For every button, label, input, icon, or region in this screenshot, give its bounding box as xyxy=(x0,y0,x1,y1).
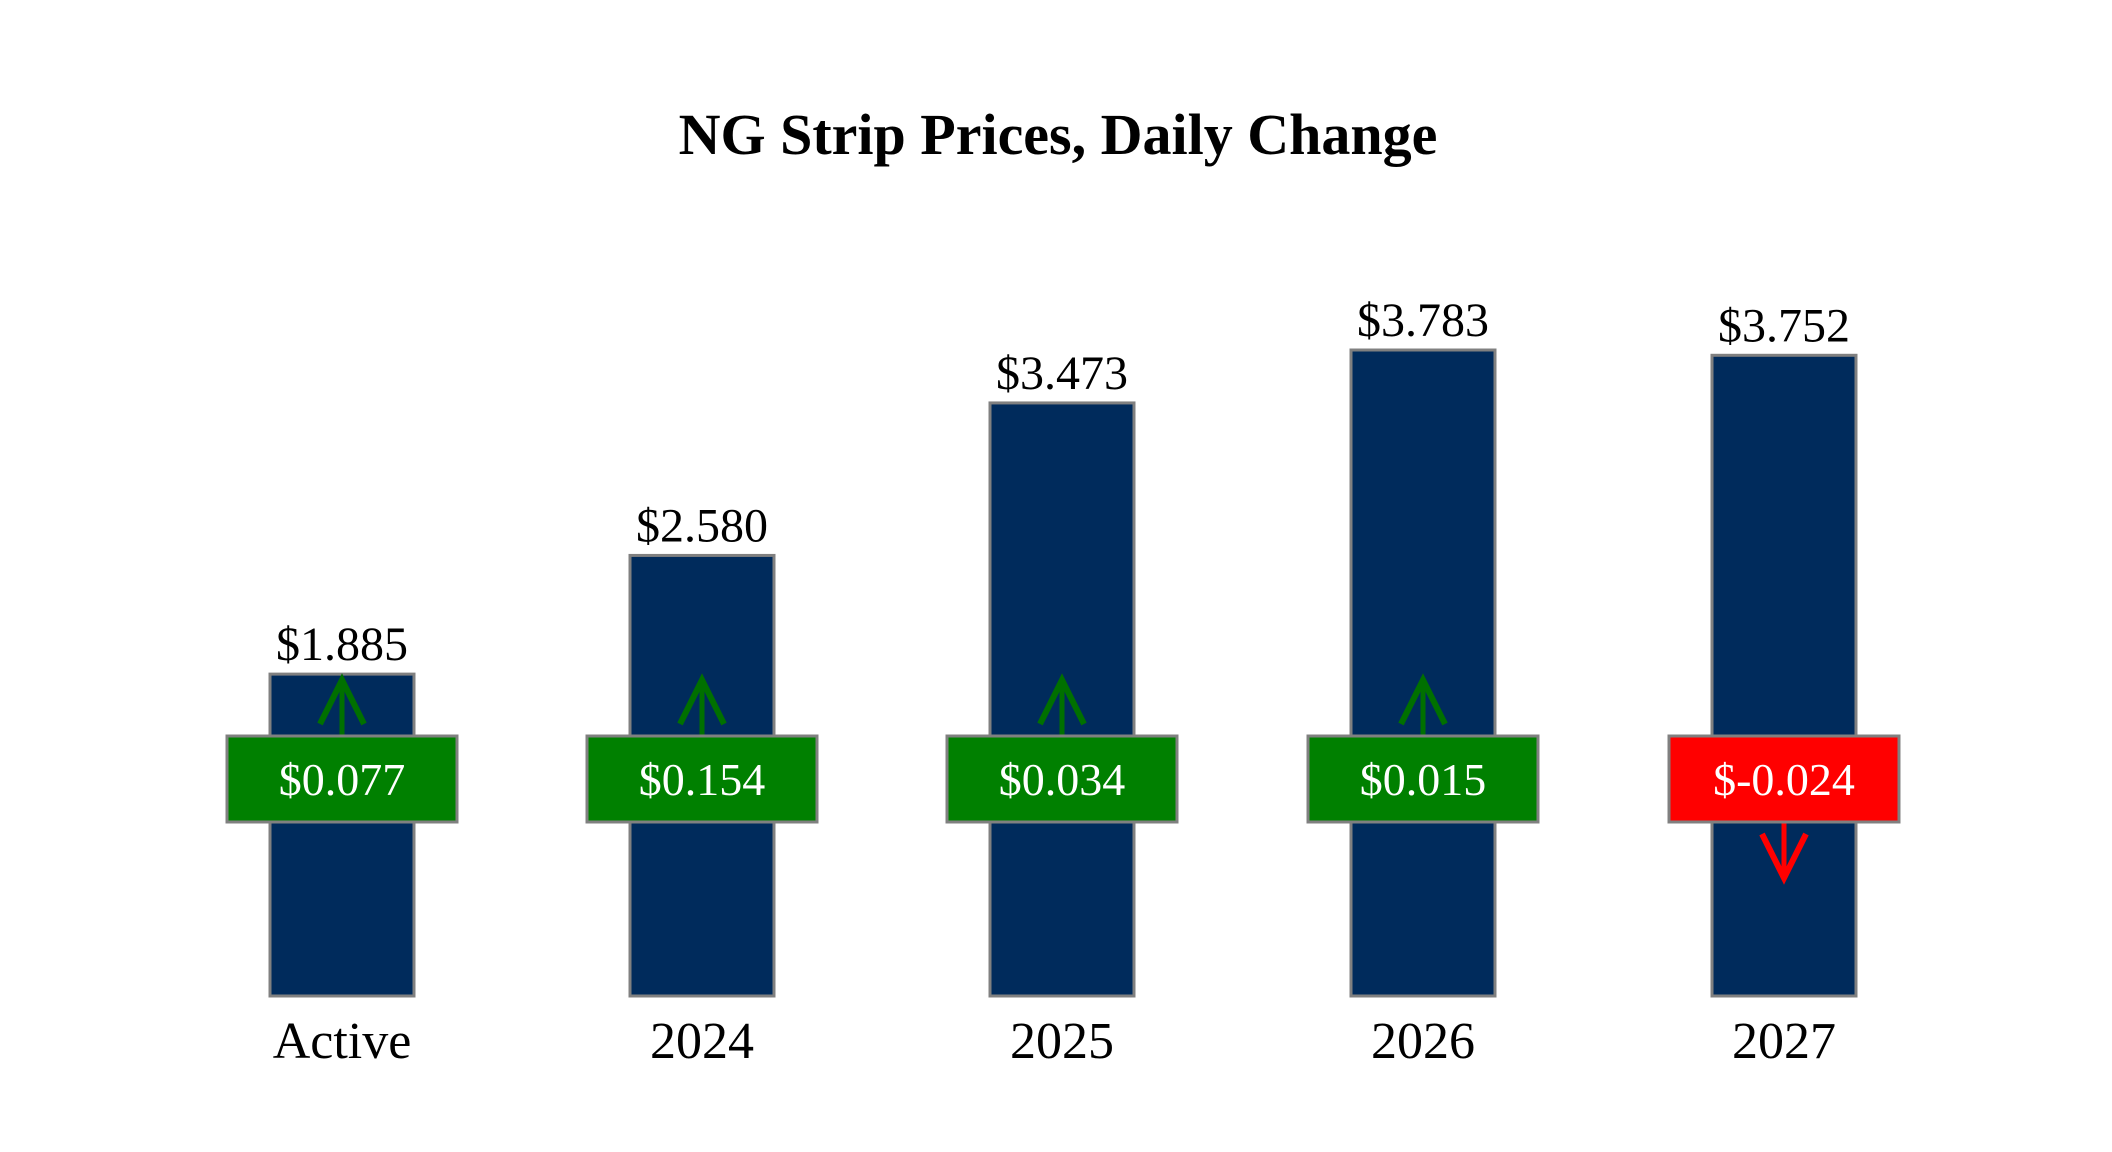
value-label-2027: $3.752 xyxy=(1718,299,1850,352)
category-label-active: Active xyxy=(273,1013,412,1070)
category-label-2024: 2024 xyxy=(650,1013,754,1070)
up-arrow-icon-2025 xyxy=(1037,673,1087,736)
category-label-2025: 2025 xyxy=(1010,1013,1114,1070)
change-badge-2027 xyxy=(1667,734,1901,824)
change-label-2027: $-0.024 xyxy=(1713,754,1855,805)
bar-2026 xyxy=(1349,348,1497,998)
down-arrow-icon-2027 xyxy=(1759,822,1809,885)
up-arrow-icon-active xyxy=(317,673,367,736)
category-label-2027: 2027 xyxy=(1732,1013,1836,1070)
up-arrow-icon-2026 xyxy=(1398,673,1448,736)
value-label-active: $1.885 xyxy=(276,618,408,671)
bars-layer xyxy=(268,348,1858,998)
up-arrow-icon-2024 xyxy=(677,673,727,736)
change-badge-2026 xyxy=(1306,734,1540,824)
change-badge-2024 xyxy=(585,734,819,824)
change-badge-2025 xyxy=(945,734,1179,824)
changes-layer: $0.077 $0.154 $0.034 $0.015 $-0.024 xyxy=(225,673,1901,885)
category-label-2026: 2026 xyxy=(1371,1013,1475,1070)
labels-layer: $1.885 Active $2.580 2024 $3.473 2025 $3.783 20… xyxy=(273,294,1850,1070)
chart-title: NG Strip Prices, Daily Change xyxy=(679,102,1438,167)
change-label-active: $0.077 xyxy=(279,754,406,805)
change-label-2025: $0.034 xyxy=(999,754,1126,805)
change-label-2026: $0.015 xyxy=(1360,754,1487,805)
value-label-2026: $3.783 xyxy=(1357,294,1489,347)
value-label-2025: $3.473 xyxy=(996,347,1128,400)
change-badge-active xyxy=(225,734,459,824)
change-label-2024: $0.154 xyxy=(639,754,766,805)
value-label-2024: $2.580 xyxy=(636,499,768,552)
bar-2027 xyxy=(1710,353,1858,998)
